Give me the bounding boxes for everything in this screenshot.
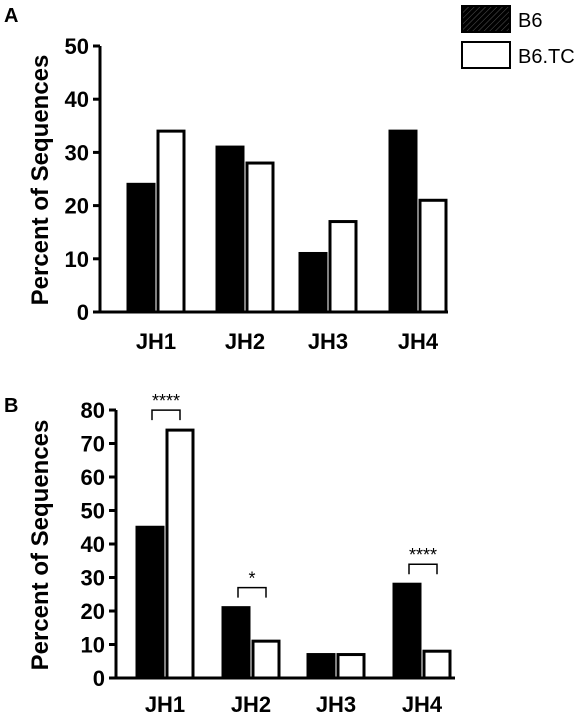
x-tick-label-a: JH2 (225, 329, 265, 354)
x-tick-label-b: JH2 (231, 692, 271, 717)
y-tick-label-b: 0 (93, 666, 105, 691)
bar-a-jh4-b6tc (418, 198, 448, 314)
y-tick-label-b: 70 (81, 432, 105, 457)
significance-label-b: **** (409, 545, 437, 565)
y-tick-label-a: 10 (65, 247, 89, 272)
legend-label-b6: B6 (518, 10, 542, 32)
y-tick-label-b: 20 (81, 599, 105, 624)
x-tick-label-b: JH3 (316, 692, 356, 717)
significance-bracket-b (408, 563, 438, 575)
y-tick-label-a: 20 (65, 194, 89, 219)
significance-b: ********* (151, 391, 438, 598)
x-tick-label-b: JH4 (402, 692, 443, 717)
chart-panel-b: B Percent of Sequences 0 10 20 30 40 50 60 70 80… (4, 391, 455, 717)
y-tick-label-b: 40 (81, 532, 105, 557)
x-tick-label-a: JH4 (398, 329, 439, 354)
x-tick-label-a: JH1 (136, 329, 176, 354)
y-tick-label-b: 30 (81, 566, 105, 591)
y-tick-label-a: 0 (77, 300, 89, 325)
x-tick-label-a: JH3 (308, 329, 348, 354)
chart-panel-a: A Percent of Sequences 0 10 20 30 40 50 JH1 JH2… (4, 5, 448, 354)
legend-swatch-b6 (461, 5, 511, 33)
y-tick-label-b: 50 (81, 499, 105, 524)
bar-a-jh1-b6 (126, 182, 156, 314)
significance-label-b: * (248, 569, 255, 589)
bar-b-jh2-b6 (221, 606, 251, 680)
legend-label-b6tc: B6.TC (518, 46, 575, 68)
panel-label-a: A (4, 5, 18, 27)
y-tick-label-b: 60 (81, 465, 105, 490)
bar-a-jh3-b6 (298, 251, 328, 314)
y-tick-label-a: 40 (65, 87, 89, 112)
y-tick-label-a: 30 (65, 140, 89, 165)
bar-a-jh4-b6 (388, 129, 418, 314)
legend: B6 B6.TC (461, 5, 575, 69)
y-axis-label-b: Percent of Sequences (27, 420, 54, 671)
legend-swatch-b6tc (461, 41, 511, 69)
bar-a-jh2-b6 (215, 145, 245, 314)
bar-b-jh4-b6 (392, 582, 422, 680)
bar-b-jh2-b6tc (251, 639, 281, 680)
bar-a-jh2-b6tc (245, 161, 275, 314)
y-tick-label-b: 80 (81, 398, 105, 423)
y-axis-label-a: Percent of Sequences (27, 55, 54, 306)
bar-b-jh4-b6tc (422, 649, 452, 680)
significance-label-b: **** (152, 391, 180, 411)
bar-b-jh1-b6tc (165, 428, 195, 680)
bar-b-jh3-b6tc (336, 653, 366, 680)
bars-b (135, 428, 452, 680)
y-tick-label-a: 50 (65, 34, 89, 59)
bars-a (126, 129, 448, 314)
y-tick-label-b: 10 (81, 633, 105, 658)
bar-b-jh1-b6 (135, 525, 165, 680)
significance-bracket-b (151, 409, 181, 421)
bar-b-jh3-b6 (306, 653, 336, 680)
significance-bracket-b (237, 586, 267, 598)
x-tick-label-b: JH1 (145, 692, 185, 717)
bar-a-jh3-b6tc (328, 220, 358, 314)
panel-label-b: B (4, 395, 18, 417)
axes-a: 0 10 20 30 40 50 JH1 JH2 JH3 JH4 (65, 34, 448, 354)
bar-a-jh1-b6tc (156, 129, 186, 314)
